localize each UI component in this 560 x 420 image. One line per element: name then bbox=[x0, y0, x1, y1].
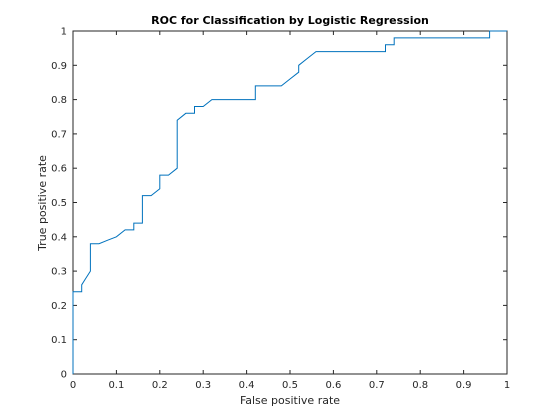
y-tick-label: 0 bbox=[61, 370, 67, 381]
y-tick-label: 0.4 bbox=[51, 232, 67, 243]
x-tick-label: 0.2 bbox=[152, 380, 168, 391]
y-tick-label: 0.1 bbox=[51, 335, 67, 346]
y-tick-label: 0.3 bbox=[51, 267, 67, 278]
x-tick-label: 0.6 bbox=[325, 380, 341, 391]
x-tick-label: 1 bbox=[504, 380, 510, 391]
chart-title: ROC for Classification by Logistic Regre… bbox=[151, 14, 429, 27]
y-tick-label: 0.9 bbox=[51, 61, 67, 72]
x-tick-label: 0.4 bbox=[239, 380, 255, 391]
x-tick-label: 0.3 bbox=[195, 380, 211, 391]
y-tick-label: 0.8 bbox=[51, 95, 67, 106]
y-tick-label: 0.2 bbox=[51, 301, 67, 312]
y-tick-label: 0.7 bbox=[51, 129, 67, 140]
x-axis-label: False positive rate bbox=[240, 394, 340, 407]
y-tick-label: 1 bbox=[61, 27, 67, 38]
plot-area: 0 0.1 0.2 0.3 0.4 0.5 0.6 0.7 0.8 0.9 1 0 0.1 0.2 0.3 0… bbox=[51, 27, 510, 392]
x-tick-label: 0.8 bbox=[412, 380, 428, 391]
y-axis-label: True positive rate bbox=[36, 155, 49, 252]
x-tick-label: 0.1 bbox=[108, 380, 124, 391]
x-tick-label: 0 bbox=[70, 380, 76, 391]
x-tick-label: 0.5 bbox=[282, 380, 298, 391]
y-tick-label: 0.6 bbox=[51, 164, 67, 175]
roc-curve-line bbox=[72, 30, 507, 374]
x-tick-label: 0.7 bbox=[369, 380, 385, 391]
y-tick-label: 0.5 bbox=[51, 198, 67, 209]
x-tick-label: 0.9 bbox=[456, 380, 472, 391]
